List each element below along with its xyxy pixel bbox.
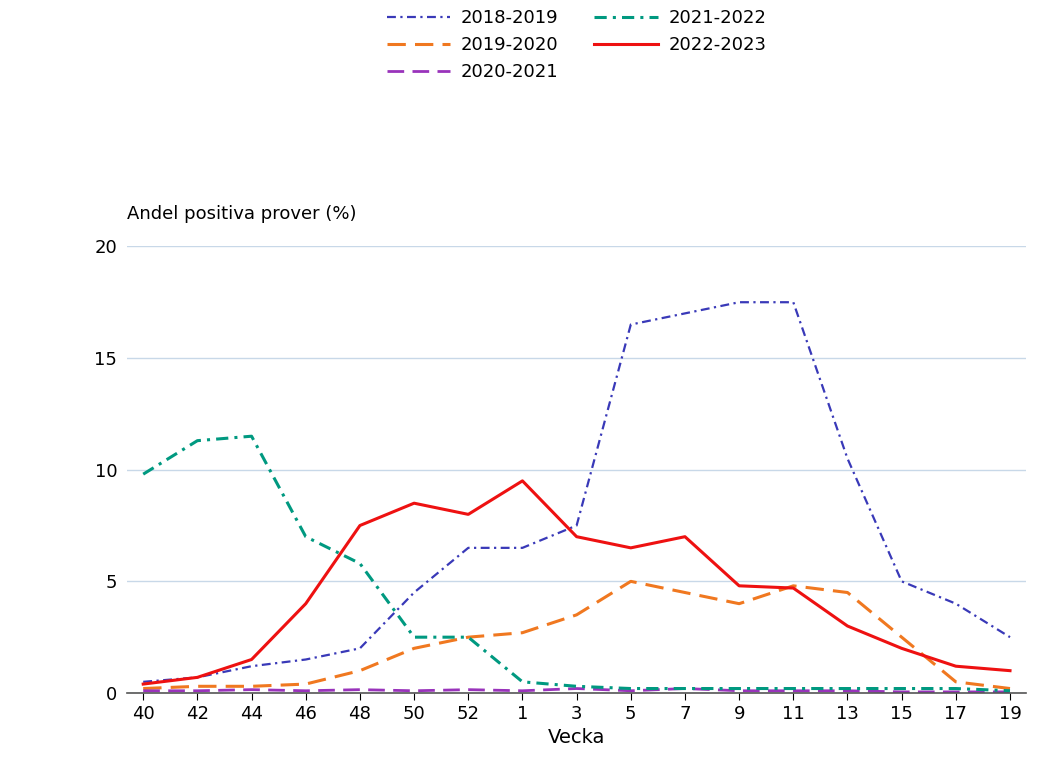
Text: Andel positiva prover (%): Andel positiva prover (%)	[127, 206, 357, 223]
Legend: 2018-2019, 2019-2020, 2020-2021, 2021-2022, 2022-2023: 2018-2019, 2019-2020, 2020-2021, 2021-20…	[387, 9, 766, 81]
X-axis label: Vecka: Vecka	[548, 728, 605, 748]
